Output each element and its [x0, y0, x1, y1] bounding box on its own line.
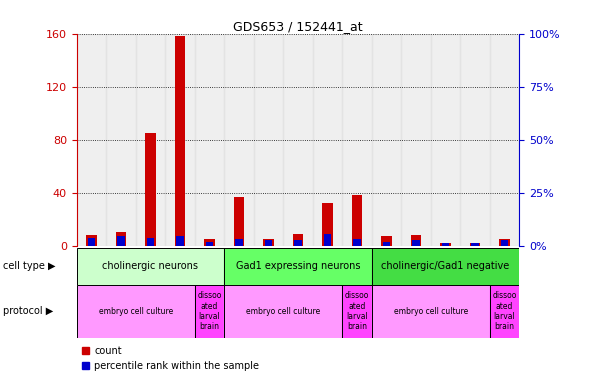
Bar [471, 243, 478, 246]
Bar [145, 133, 156, 246]
Text: cholinergic/Gad1 negative: cholinergic/Gad1 negative [381, 261, 510, 271]
Bar [353, 239, 360, 246]
Bar [206, 242, 213, 246]
Bar [77, 34, 106, 246]
Bar [383, 242, 390, 246]
Bar [470, 243, 480, 246]
Bar [265, 240, 272, 246]
Bar [342, 285, 372, 338]
Bar [77, 285, 195, 338]
Bar [224, 248, 372, 285]
Bar [499, 239, 510, 246]
Bar [431, 34, 460, 246]
Bar [372, 34, 401, 246]
Bar [501, 240, 508, 246]
Bar [116, 232, 126, 246]
Bar [86, 235, 97, 246]
Bar [412, 240, 419, 246]
Bar [117, 236, 124, 246]
Text: dissoo
ated
larval
brain: dissoo ated larval brain [492, 291, 517, 332]
Text: embryo cell culture: embryo cell culture [246, 307, 320, 316]
Bar [147, 238, 154, 246]
Bar [77, 248, 224, 285]
Bar [254, 34, 283, 246]
Bar [490, 285, 519, 338]
Bar [372, 285, 490, 338]
Bar [106, 34, 136, 246]
Bar [440, 243, 451, 246]
Bar [224, 248, 372, 285]
Text: embryo cell culture: embryo cell culture [99, 307, 173, 316]
Text: embryo cell culture: embryo cell culture [394, 307, 468, 316]
Bar [175, 36, 185, 246]
Bar [313, 34, 342, 246]
Bar [460, 34, 490, 246]
Text: cholinergic neurons: cholinergic neurons [103, 261, 198, 271]
Bar [77, 285, 195, 338]
Bar [342, 34, 372, 246]
Bar [263, 239, 274, 246]
Bar [224, 34, 254, 246]
Bar [204, 239, 215, 246]
Bar [372, 248, 519, 285]
Bar [352, 195, 362, 246]
Bar [372, 285, 490, 338]
Bar [490, 34, 519, 246]
Title: GDS653 / 152441_at: GDS653 / 152441_at [233, 20, 363, 33]
Text: Gad1 expressing neurons: Gad1 expressing neurons [235, 261, 360, 271]
Legend: count, percentile rank within the sample: count, percentile rank within the sample [81, 346, 259, 371]
Bar [195, 285, 224, 338]
Bar [372, 248, 519, 285]
Bar [342, 285, 372, 338]
Bar [224, 285, 342, 338]
Text: dissoo
ated
larval
brain: dissoo ated larval brain [345, 291, 369, 332]
Bar [322, 203, 333, 246]
Bar [324, 234, 331, 246]
Bar [381, 236, 392, 246]
Text: cell type ▶: cell type ▶ [3, 261, 55, 271]
Bar [176, 236, 183, 246]
Text: dissoo
ated
larval
brain: dissoo ated larval brain [197, 291, 222, 332]
Text: protocol ▶: protocol ▶ [3, 306, 53, 316]
Bar [283, 34, 313, 246]
Bar [411, 235, 421, 246]
Bar [234, 196, 244, 246]
Bar [88, 238, 95, 246]
Bar [293, 234, 303, 246]
Bar [195, 285, 224, 338]
Bar [235, 239, 242, 246]
Bar [401, 34, 431, 246]
Bar [442, 243, 449, 246]
Bar [224, 285, 342, 338]
Bar [165, 34, 195, 246]
Bar [136, 34, 165, 246]
Bar [490, 285, 519, 338]
Bar [294, 240, 301, 246]
Bar [77, 248, 224, 285]
Bar [195, 34, 224, 246]
